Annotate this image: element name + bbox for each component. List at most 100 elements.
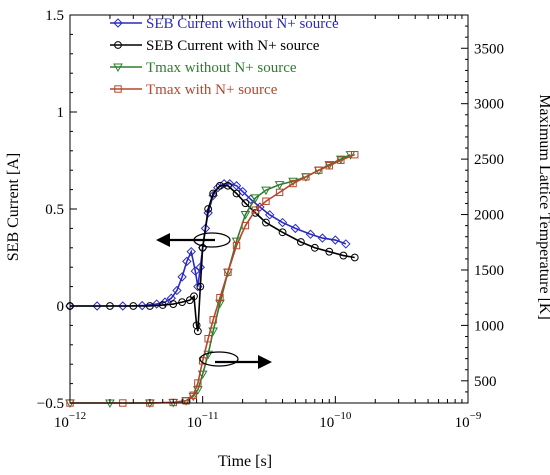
series-2 (66, 181, 359, 336)
data-point (341, 239, 351, 249)
data-point (337, 156, 345, 164)
left-arrow-head (156, 233, 170, 247)
data-point (232, 189, 241, 198)
data-point (208, 190, 218, 201)
data-point (92, 301, 102, 311)
data-point (209, 189, 218, 198)
y-right-tick-label: 2500 (474, 152, 504, 168)
data-point (277, 217, 288, 228)
series-line (70, 184, 355, 332)
data-point (310, 243, 319, 252)
y-left-tick-label: −0.5 (37, 396, 64, 412)
legend-marker (114, 41, 122, 49)
data-point (186, 246, 196, 257)
annotation-layer (156, 232, 272, 369)
data-point (325, 247, 334, 256)
series-line (70, 182, 347, 307)
y-right-tick-label: 3000 (474, 97, 504, 113)
y-right-tick-label: 1000 (474, 318, 504, 334)
data-point (325, 162, 333, 170)
data-point (137, 300, 147, 311)
x-tick-label: 10−9 (455, 410, 482, 431)
data-point (169, 300, 178, 308)
data-point (296, 238, 305, 246)
data-point (264, 210, 275, 220)
data-point (339, 251, 348, 260)
data-point (158, 301, 167, 309)
data-point (241, 199, 250, 208)
legend-marker (113, 18, 123, 28)
data-point (240, 211, 251, 220)
y-left-tick-label: 1.5 (45, 8, 64, 24)
axes-layer: 10−12 10−11 10−10 10−9 −0.5 0 0.5 1 1.5 500 1000 15… (37, 8, 504, 431)
y-right-tick-label: 1500 (474, 263, 504, 279)
data-point (193, 327, 202, 336)
data-point (241, 221, 250, 230)
legend-entry: SEB Current with N+ source (110, 38, 320, 54)
x-tick-label: 10−10 (319, 410, 352, 431)
data-point (197, 370, 208, 380)
data-point (216, 181, 224, 190)
data-point (350, 253, 359, 262)
data-point (224, 268, 232, 276)
data-point (185, 296, 194, 305)
data-point (302, 173, 310, 181)
legend-entry: Tmax with N+ source (110, 82, 278, 98)
data-point (204, 205, 213, 213)
data-point (237, 186, 248, 197)
data-point (274, 181, 285, 190)
x-tick-label: 10−11 (187, 410, 219, 431)
data-point (278, 228, 287, 237)
data-point (204, 335, 212, 343)
y-left-tick-label: 1 (57, 105, 65, 121)
data-point (190, 292, 198, 301)
legend-label: SEB Current without N+ source (146, 16, 339, 32)
y-axis-right-title: Maximum Lattice Temperature [K] (536, 94, 550, 320)
legend-entry: Tmax without N+ source (110, 60, 297, 76)
data-point (203, 350, 214, 360)
data-point (261, 186, 271, 196)
data-point (178, 298, 187, 307)
data-point (232, 241, 241, 250)
data-point (151, 299, 162, 309)
right-arrow-head (258, 355, 272, 369)
data-point (224, 181, 232, 190)
legend: SEB Current without N+ source SEB Current… (110, 16, 339, 98)
y-left-tick-label: 0.5 (45, 202, 64, 218)
legend-marker (114, 85, 122, 93)
data-point (194, 379, 202, 387)
data-point (251, 206, 260, 214)
data-point (182, 256, 192, 267)
y-right-tick-label: 2000 (474, 208, 504, 224)
data-point (129, 302, 138, 310)
data-point (330, 235, 341, 245)
data-point (195, 262, 206, 272)
data-point (192, 321, 201, 330)
data-point (275, 188, 284, 197)
data-point (305, 229, 316, 239)
data-point (145, 302, 154, 310)
data-point (166, 293, 176, 303)
data-point (262, 197, 270, 205)
data-point (209, 316, 217, 324)
y-right-tick-label: 500 (474, 374, 497, 390)
data-point (118, 301, 128, 311)
legend-label: Tmax without N+ source (146, 60, 297, 76)
data-point (262, 218, 270, 227)
legend-label: Tmax with N+ source (146, 82, 278, 98)
y-right-tick-label: 3500 (474, 41, 504, 57)
x-axis-title: Time [s] (218, 453, 272, 470)
data-point (182, 397, 190, 405)
data-point (198, 357, 207, 365)
y-left-tick-label: 0 (57, 299, 65, 315)
y-axis-left-title: SEB Current [A] (5, 153, 22, 261)
x-tick-label: 10−12 (54, 410, 86, 431)
data-point (189, 391, 198, 399)
data-point (208, 327, 219, 336)
legend-marker (113, 63, 123, 73)
data-point (190, 266, 201, 276)
data-point (255, 202, 265, 212)
data-point (289, 179, 297, 188)
